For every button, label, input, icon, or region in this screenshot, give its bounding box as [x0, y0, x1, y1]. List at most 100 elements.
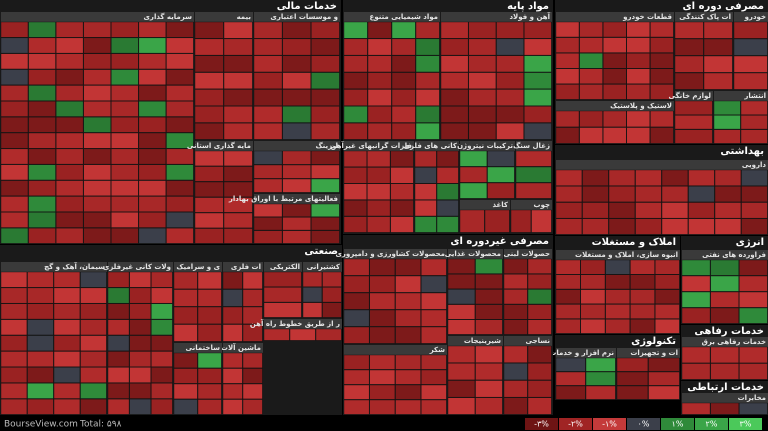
stock-cell [580, 259, 606, 275]
stock-cell [166, 164, 194, 181]
stock-cell [0, 85, 29, 101]
stock-cell [468, 21, 497, 39]
stock-cell [650, 127, 674, 144]
stock-cell [367, 55, 392, 73]
stock-cell [242, 383, 263, 400]
stock-cell [369, 309, 396, 327]
stock-cell [138, 53, 167, 70]
stock-cell [515, 182, 552, 199]
group: سرمایه گذاری [0, 12, 194, 244]
stock-cell [343, 38, 368, 56]
legend-swatch [525, 418, 558, 430]
legend-swatch [559, 418, 592, 430]
stock-cell [0, 164, 29, 181]
stock-cell [282, 55, 311, 73]
stock-cell [194, 166, 224, 182]
stock-cell [681, 402, 711, 415]
stock-cell [681, 291, 711, 308]
stock-cell [111, 132, 139, 149]
stock-cell [555, 37, 580, 53]
stock-cell [703, 21, 733, 39]
stock-cell [27, 271, 54, 288]
stock-cell [28, 164, 56, 181]
stock-cell [343, 55, 368, 73]
stock-cell [343, 72, 368, 90]
stock-cell [395, 275, 421, 293]
stock-cell [579, 21, 603, 38]
group-title: قطعات خودرو [622, 13, 672, 21]
stock-cell [603, 21, 627, 38]
group-header [223, 262, 263, 272]
stock-cell [27, 319, 54, 336]
stock-cell [414, 216, 437, 233]
stock-cell [173, 383, 198, 400]
stock-cell [524, 89, 552, 106]
group-title: کشتیرانی [307, 263, 341, 271]
stock-cell [503, 304, 528, 320]
group-header [344, 249, 447, 259]
stock-cell [222, 352, 243, 369]
stock-cell [648, 371, 680, 386]
group-title: مواد شیمیایی متنوع [370, 13, 438, 21]
group: و موسسات اعتباری [253, 12, 340, 140]
stock-cell [223, 72, 253, 90]
stock-cell [626, 110, 650, 128]
stock-cell [253, 55, 283, 73]
stock-cell [289, 328, 316, 341]
legend-label: -۳% [534, 420, 549, 429]
stock-cell [129, 335, 151, 352]
stock-cell [468, 72, 497, 90]
stock-cell [741, 186, 768, 203]
group-header [556, 160, 768, 170]
stock-cell [741, 202, 768, 219]
stock-cell [166, 37, 194, 54]
stock-cell [391, 38, 416, 56]
stock-cell [395, 384, 421, 400]
sector-title: بهداشتی [720, 146, 764, 157]
stock-cell [475, 319, 503, 335]
stock-cell [630, 289, 655, 305]
group-header [195, 141, 253, 151]
stock-cell [263, 328, 290, 341]
group-header [617, 348, 680, 358]
stock-cell [80, 303, 107, 320]
stock-cell [440, 21, 469, 39]
group-header [511, 200, 552, 210]
group-title: ماشین آلات [221, 343, 261, 352]
stock-cell [315, 328, 342, 341]
stock-cell [151, 319, 173, 336]
stock-cell [390, 167, 414, 184]
stock-cell [739, 363, 768, 380]
stock-cell [395, 369, 421, 385]
stock-cell [0, 180, 29, 197]
stock-cell [223, 89, 253, 106]
stock-cell [194, 38, 224, 56]
stock-cell [674, 21, 704, 39]
group-title: فراورده های نفتی [702, 251, 766, 259]
group-header [254, 141, 340, 151]
stock-cell [367, 150, 391, 168]
stock-cell [111, 180, 139, 197]
stock-cell [681, 363, 711, 380]
group-header [682, 250, 768, 260]
stock-cell [28, 148, 56, 165]
group-header [556, 348, 616, 358]
stock-cell [222, 324, 243, 342]
stock-cell [0, 212, 29, 228]
stock-cell [111, 196, 139, 212]
stock-cell [55, 37, 84, 54]
stock-cell [616, 357, 649, 372]
stock-cell [107, 351, 130, 367]
group-title: دارویی [742, 161, 766, 169]
stock-cell [83, 85, 111, 101]
stock-cell [138, 180, 167, 197]
group-header [254, 12, 340, 22]
stock-cell [0, 21, 29, 38]
group-title: خدمات رفاهی برق [702, 338, 766, 346]
stock-cell [343, 369, 370, 385]
stock-cell [0, 335, 28, 352]
sector-title: مواد پایه [507, 1, 549, 12]
stock-cell [415, 89, 440, 106]
stock-cell [440, 55, 469, 73]
stock-cell [626, 21, 650, 38]
